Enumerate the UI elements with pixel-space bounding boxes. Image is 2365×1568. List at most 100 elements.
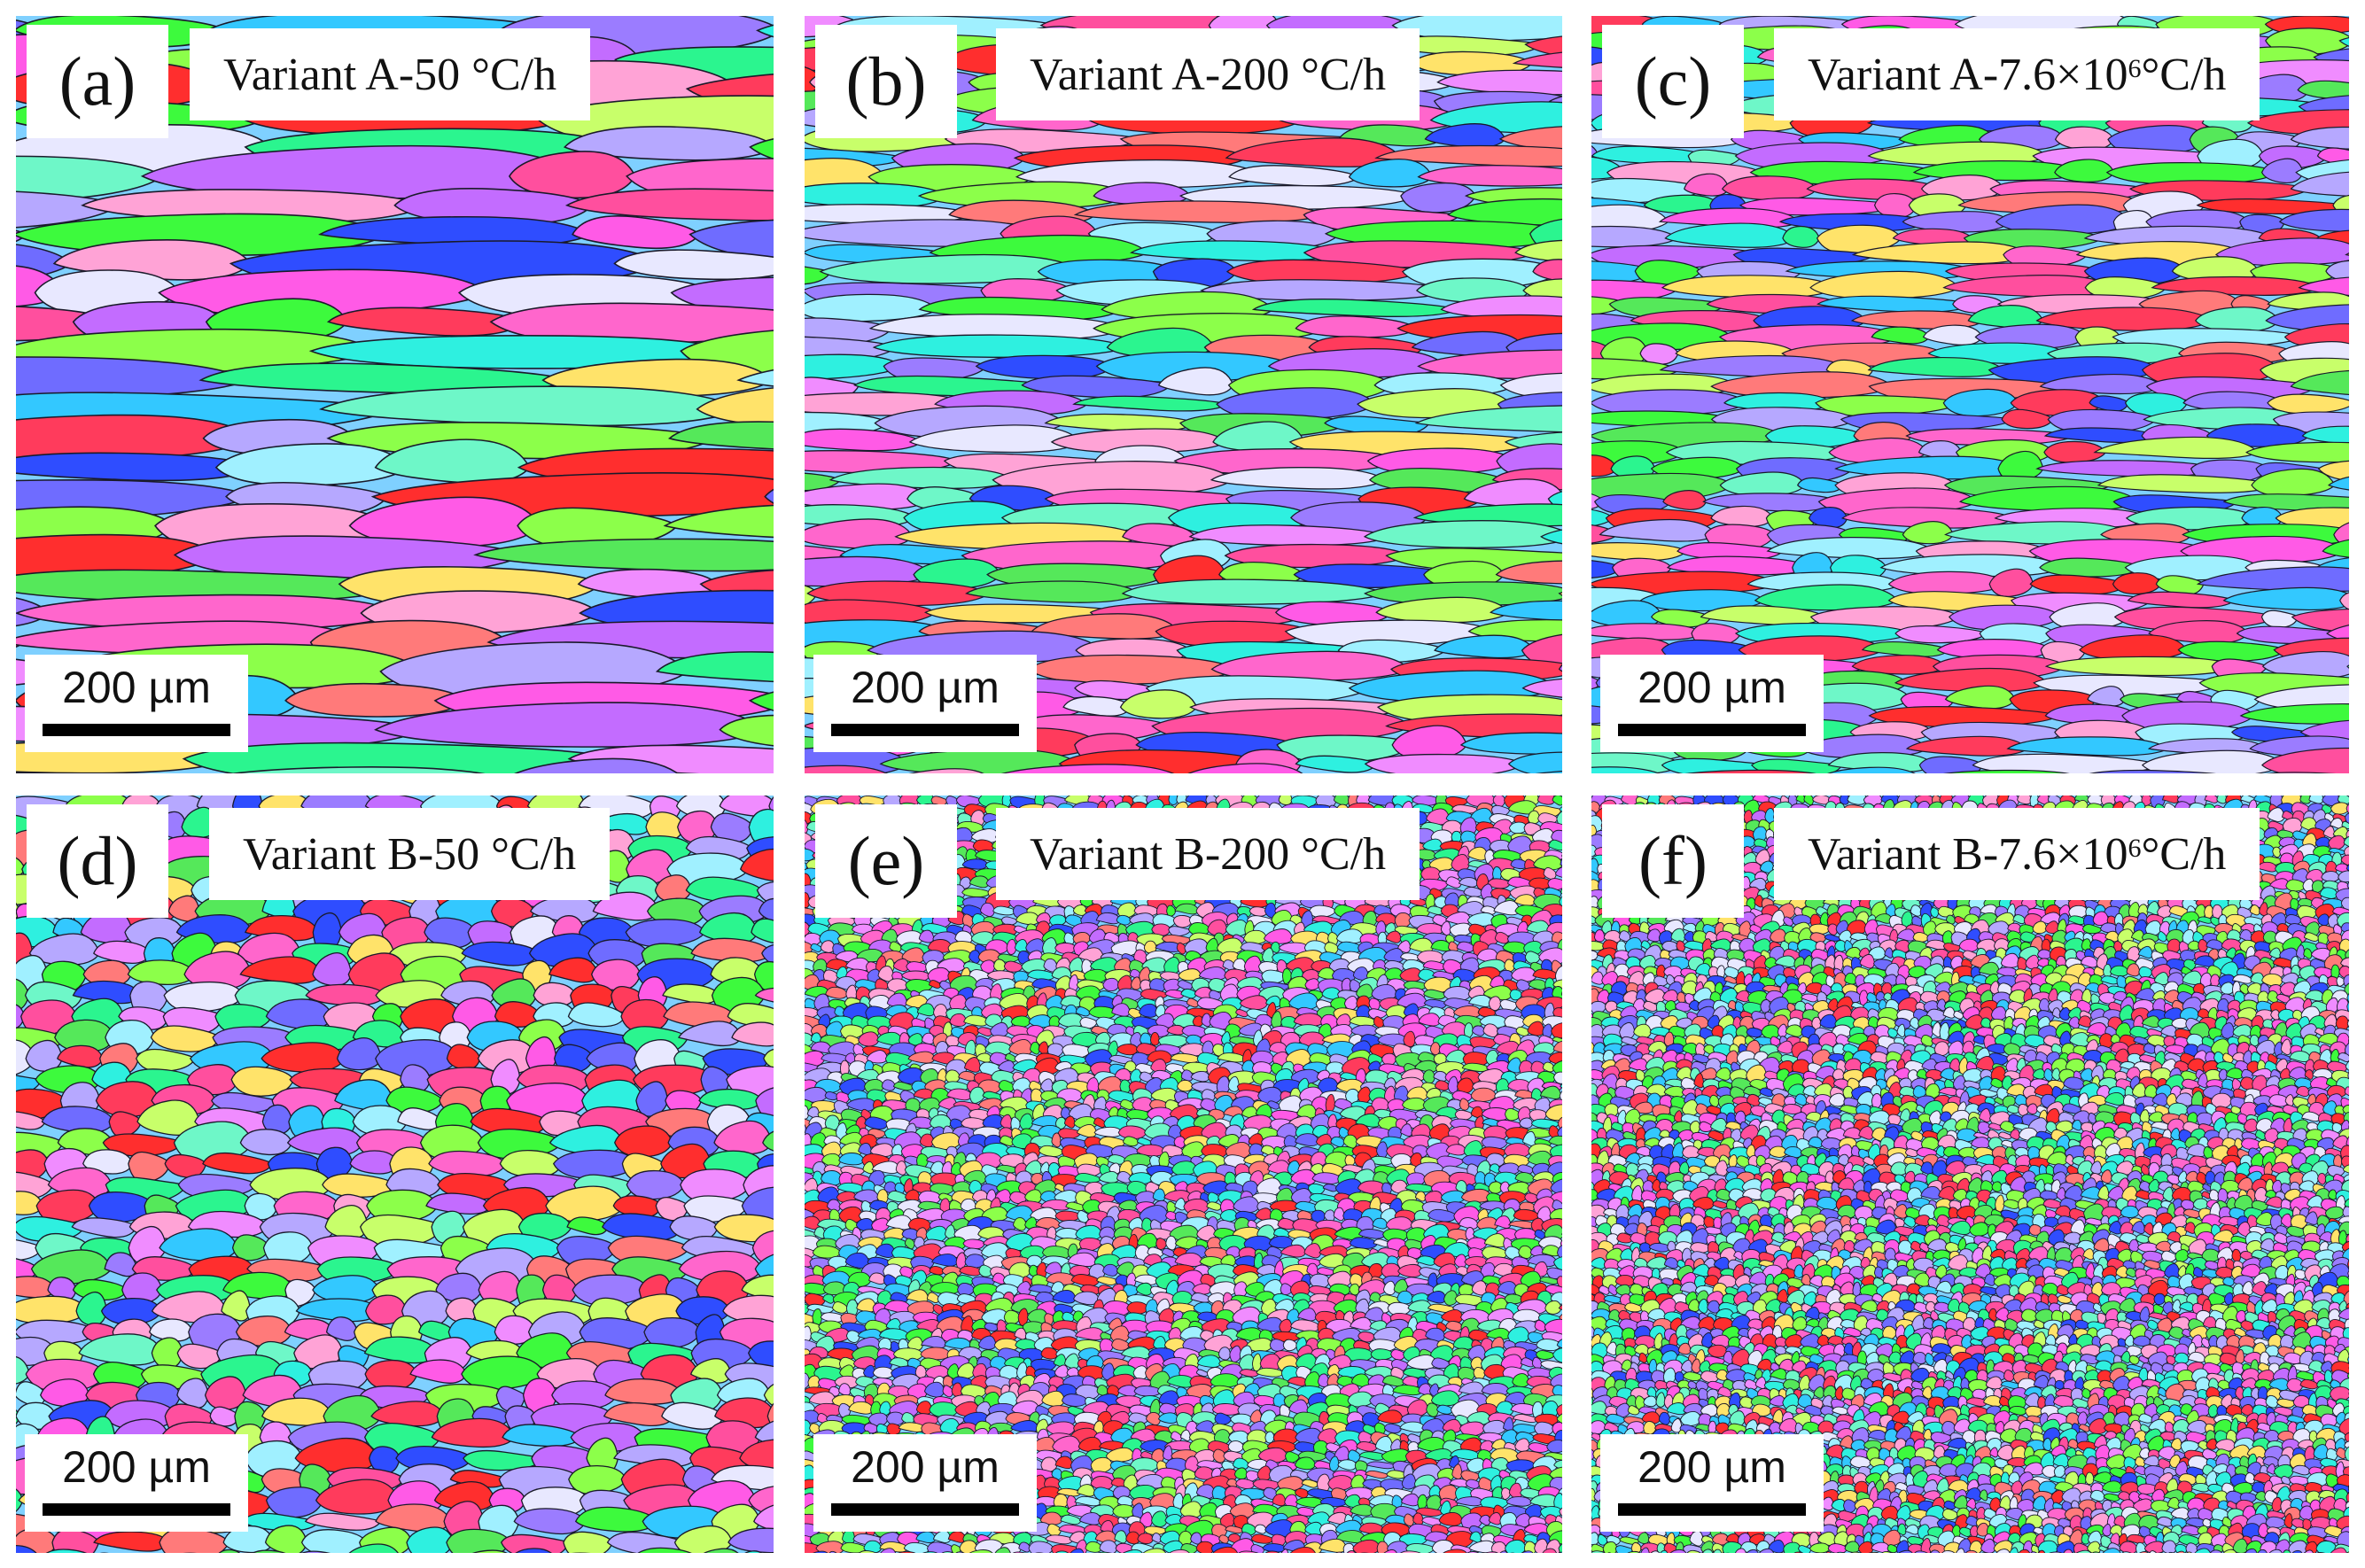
grain <box>2030 575 2127 594</box>
scale-bar-line <box>1618 724 1806 736</box>
grain <box>240 1129 292 1155</box>
grain <box>1156 1238 1167 1250</box>
grain <box>1783 226 1819 247</box>
grain <box>1345 1155 1356 1166</box>
scale-bar-label: 200 µm <box>1600 662 1824 713</box>
grain <box>1343 1135 1358 1148</box>
grain <box>1283 1339 1297 1351</box>
grain <box>1091 1457 1112 1473</box>
scale-bar-box: 200 µm <box>25 1434 248 1532</box>
grain <box>1055 1211 1081 1221</box>
grain <box>1529 980 1546 990</box>
panel-title-post: °C/h <box>2142 49 2227 101</box>
grain <box>1000 1114 1012 1129</box>
grain <box>921 1347 951 1360</box>
grain <box>805 1087 828 1102</box>
grain <box>1031 1042 1040 1054</box>
scale-bar-line <box>831 724 1019 736</box>
grain <box>1382 1053 1396 1065</box>
grain <box>1159 1413 1179 1424</box>
grain <box>1127 1302 1148 1315</box>
grain <box>1506 1497 1532 1507</box>
grain <box>1665 223 1795 247</box>
panel-title-main: Variant B-50 °C/h <box>243 828 576 881</box>
grain <box>136 1049 196 1071</box>
grain <box>1318 1374 1328 1387</box>
grain <box>1490 1164 1500 1173</box>
grain <box>567 1217 608 1235</box>
grain <box>839 1384 851 1396</box>
grain <box>1528 811 1539 824</box>
grain <box>1074 396 1228 411</box>
grain <box>1265 1432 1274 1443</box>
grain <box>1131 977 1140 990</box>
grain <box>76 1292 106 1326</box>
grain <box>1446 1321 1463 1331</box>
grain <box>1207 1202 1222 1210</box>
grain <box>1178 981 1193 990</box>
grain <box>1029 1285 1054 1293</box>
grain <box>1166 1236 1177 1250</box>
grain <box>1228 1441 1243 1453</box>
grain <box>615 250 774 279</box>
grain <box>1400 1422 1425 1432</box>
panel-letter: (a) <box>27 25 168 138</box>
scale-bar-label: 200 µm <box>813 662 1037 713</box>
grain <box>1218 1347 1230 1360</box>
grain <box>1532 1357 1542 1369</box>
grain <box>1365 1471 1389 1479</box>
grain <box>1147 1025 1170 1036</box>
grain <box>564 1532 613 1553</box>
grain <box>945 1070 960 1083</box>
grain <box>930 1161 944 1174</box>
scale-bar-line <box>43 724 230 736</box>
grain <box>1455 1110 1473 1120</box>
grain <box>203 1153 273 1174</box>
grain <box>1509 752 1562 773</box>
grain <box>1234 1468 1247 1479</box>
grain <box>1097 1386 1108 1396</box>
grain <box>663 984 720 1004</box>
grain <box>267 1487 323 1518</box>
grain <box>1254 299 1459 317</box>
grain <box>1229 166 1359 186</box>
grain <box>963 1239 984 1249</box>
grain <box>94 1532 169 1551</box>
grain <box>1423 1070 1435 1083</box>
grain <box>1055 943 1077 953</box>
grain <box>1536 1351 1555 1360</box>
grain <box>2113 573 2161 594</box>
grain <box>1279 796 1292 805</box>
grain <box>1288 1377 1307 1386</box>
grain <box>2056 127 2114 150</box>
grain <box>1039 1145 1063 1156</box>
scale-bar-box: 200 µm <box>25 655 248 752</box>
grain <box>751 919 774 943</box>
grain <box>1413 1513 1424 1525</box>
grain <box>569 1466 626 1494</box>
grain <box>1001 917 1017 925</box>
grain <box>967 581 1140 602</box>
panel-title-main: Variant A-7.6×10 <box>1808 49 2128 101</box>
grain <box>1415 1192 1426 1201</box>
grain <box>476 539 774 571</box>
grain <box>1552 796 1562 805</box>
grain <box>846 1331 860 1343</box>
panel-d: (d) Variant B-50 °C/h 200 µm <box>16 796 774 1553</box>
panel-e: (e) Variant B-200 °C/h 200 µm <box>805 796 1562 1553</box>
grain <box>1334 796 1350 805</box>
grain <box>1197 1355 1221 1368</box>
grain <box>1058 1129 1081 1139</box>
grain <box>1054 1365 1069 1378</box>
grain <box>2143 750 2284 773</box>
grain <box>447 1044 480 1069</box>
grain <box>981 903 995 916</box>
grain <box>1136 1283 1152 1295</box>
grain <box>1094 1127 1123 1137</box>
grain <box>1553 1041 1562 1053</box>
grain <box>874 335 1127 357</box>
grain <box>2046 656 2238 675</box>
grain <box>1863 642 1949 657</box>
grain <box>626 1171 684 1199</box>
grain <box>1365 755 1524 773</box>
